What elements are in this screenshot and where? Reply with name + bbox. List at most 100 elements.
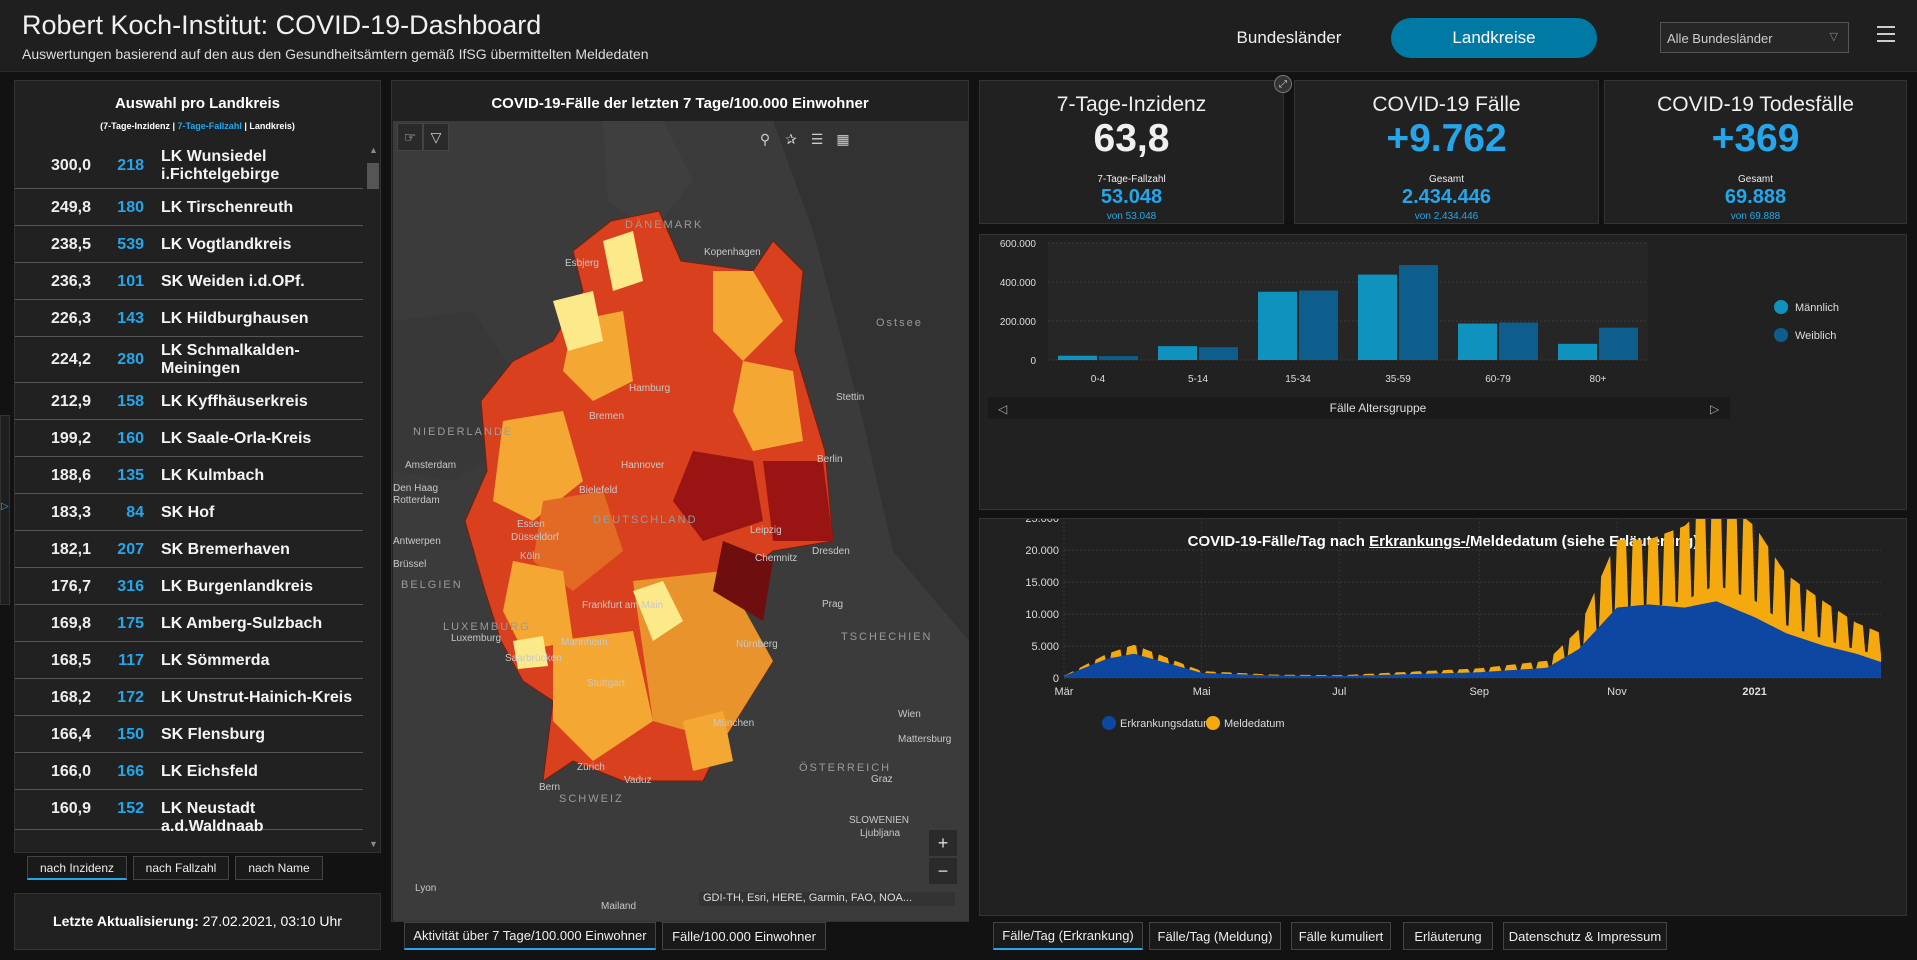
age-bar-weiblich-5-14[interactable] [1199,347,1238,360]
scrollbar-thumb[interactable] [367,163,379,189]
landkreis-list-panel: Auswahl pro Landkreis (7-Tage-Inzidenz |… [14,80,381,853]
expand-icon[interactable]: ⤢ [1274,75,1292,93]
age-plot-area [1048,243,1648,360]
age-bar-weiblich-35-59[interactable] [1399,265,1438,360]
list-scrollbar[interactable]: ▲ ▼ [366,143,380,851]
age-bar-männlich-80+[interactable] [1558,343,1597,360]
map-place-label: Bielefeld [579,485,618,496]
list-item-fallzahl: 166 [117,763,144,780]
list-item[interactable]: 238,5 539 LK Vogtlandkreis [15,226,363,263]
age-bar-männlich-5-14[interactable] [1158,346,1197,360]
map-place-label: Leipzig [750,525,782,536]
age-legend-label[interactable]: Weiblich [1795,330,1836,342]
list-item-fallzahl: 101 [117,273,144,290]
bookmark-icon[interactable]: ✰ [785,130,797,147]
legend-swatch[interactable] [1102,716,1116,730]
basemap-gallery-icon[interactable]: ▦ [836,130,850,147]
sort-tab-inzidenz[interactable]: nach Inzidenz [27,856,127,880]
choropleth-map[interactable]: DÄNEMARK Kopenhagen Esbjerg Ostsee Hamburg St… [393,121,969,921]
app-subtitle: Auswertungen basierend auf den aus den G… [22,46,649,62]
daily-chart-title-link[interactable]: Erkrankungs-/ [1369,533,1470,550]
age-bar-männlich-60-79[interactable] [1458,323,1497,360]
region-select[interactable]: Alle Bundesländer ▽ [1660,22,1849,53]
list-item[interactable]: 182,1 207 SK Bremerhaven [15,531,363,568]
chevron-down-icon[interactable]: ▽ [423,123,449,151]
map-place-label: Mailand [601,901,637,912]
list-item[interactable]: 183,3 84 SK Hof [15,494,363,531]
age-bar-weiblich-0-4[interactable] [1099,356,1138,360]
tab-faelle-meldung[interactable]: Fälle/Tag (Meldung) [1149,922,1281,950]
map-place-label: Bremen [589,411,625,422]
legend-swatch[interactable] [1774,328,1788,342]
scroll-up-icon[interactable]: ▲ [369,145,378,155]
map-place-label: TSCHECHIEN [841,631,933,643]
list-item-name: LK Kyffhäuserkreis [161,393,308,410]
legend-list-icon[interactable]: ☰ [810,130,824,147]
daily-chart-title-part1: COVID-19-Fälle/Tag nach [1187,533,1370,550]
age-chart-scrollbar[interactable] [988,397,1730,419]
region-nrw-west [493,411,583,521]
list-item-name: LK Sömmerda [161,652,270,669]
map-tab-cases-per-100k[interactable]: Fälle/100.000 Einwohner [662,922,826,950]
tab-faelle-kumuliert[interactable]: Fälle kumuliert [1291,922,1391,950]
legend-swatch[interactable] [1206,716,1220,730]
last-update-value: 27.02.2021, 03:10 Uhr [202,913,342,929]
scroll-down-icon[interactable]: ▼ [369,839,378,849]
map-place-label: SLOWENIEN [849,815,910,826]
map-select-tool-icon[interactable]: ☞ [397,123,423,151]
sort-tab-name[interactable]: nach Name [235,856,323,880]
map-place-label: München [713,718,755,729]
search-icon[interactable]: ⚲ [759,130,771,147]
chevron-right-icon[interactable]: ▷ [1710,402,1720,416]
age-bar-männlich-0-4[interactable] [1058,355,1097,360]
list-item-fallzahl: 172 [117,689,144,706]
zoom-out-button[interactable]: − [929,858,957,884]
erkrankungsdatum-area[interactable] [1064,601,1881,678]
list-item-inzidenz: 176,7 [50,578,91,595]
list-item[interactable]: 169,8 175 LK Amberg-Sulzbach [15,605,363,642]
age-bar-weiblich-80+[interactable] [1599,327,1638,360]
list-item[interactable]: 168,5 117 LK Sömmerda [15,642,363,679]
daily-legend-label[interactable]: Erkrankungsdatum [1120,718,1212,730]
age-ytick-label: 0 [1030,356,1036,367]
list-item[interactable]: 166,4 150 SK Flensburg [15,716,363,753]
sort-tab-fallzahl[interactable]: nach Fallzahl [133,856,229,880]
list-item[interactable]: 212,9 158 LK Kyffhäuserkreis [15,383,363,420]
age-legend-label[interactable]: Männlich [1795,302,1839,314]
hamburger-menu-icon[interactable] [1877,26,1895,42]
map-tab-activity[interactable]: Aktivität über 7 Tage/100.000 Einwohner [404,922,656,950]
chevron-left-icon[interactable]: ◁ [997,402,1007,416]
list-item[interactable]: 168,2 172 LK Unstrut-Hainich-Kreis [15,679,363,716]
list-item[interactable]: 176,7 316 LK Burgenlandkreis [15,568,363,605]
list-item[interactable]: 236,3 101 SK Weiden i.d.OPf. [15,263,363,300]
zoom-in-button[interactable]: + [929,830,957,856]
list-item-name: LK Hildburghausen [161,310,309,327]
list-item[interactable]: 226,3 143 LK Hildburghausen [15,300,363,337]
kpi-faelle: COVID-19 Fälle +9.762 Gesamt 2.434.446 v… [1294,80,1599,224]
tab-datenschutz-impressum[interactable]: Datenschutz & Impressum [1503,922,1667,950]
tab-erlaeuterung[interactable]: Erläuterung [1403,922,1493,950]
daily-legend-label[interactable]: Meldedatum [1224,718,1285,730]
kpi-title: 7-Tage-Inzidenz [1056,93,1207,116]
age-bar-weiblich-60-79[interactable] [1499,322,1538,360]
list-item[interactable]: 224,2 280 LK Schmalkalden-Meiningen [15,337,363,383]
list-item[interactable]: 166,0 166 LK Eichsfeld [15,753,363,790]
list-item[interactable]: 300,0 218 LK Wunsiedel i.Fichtelgebirge [15,143,363,189]
tab-faelle-erkrankung[interactable]: Fälle/Tag (Erkrankung) [993,922,1143,950]
list-item[interactable]: 249,8 180 LK Tirschenreuth [15,189,363,226]
age-bar-männlich-35-59[interactable] [1358,274,1397,360]
legend-swatch[interactable] [1774,300,1788,314]
map-place-label: Chemnitz [755,553,798,564]
nav-landkreise-button[interactable]: Landkreise [1391,18,1597,58]
kpi-title: COVID-19 Fälle [1372,93,1521,116]
list-item-inzidenz: 183,3 [50,504,91,521]
age-gender-chart: 600.000 400.000 200.000 0 0-4 5-14 15-34 35-59 6… [988,239,1839,419]
kpi-sub-value: 53.048 [1100,186,1163,208]
list-item[interactable]: 199,2 160 LK Saale-Orla-Kreis [15,420,363,457]
list-item[interactable]: 160,9 152 LK Neustadt a.d.Waldnaab [15,790,363,835]
sidebar-toggle-handle[interactable]: ▷ [0,415,10,605]
list-item[interactable]: 188,6 135 LK Kulmbach [15,457,363,494]
age-bar-männlich-15-34[interactable] [1258,291,1297,360]
age-bar-weiblich-15-34[interactable] [1299,290,1338,360]
nav-bundeslaender-button[interactable]: Bundesländer [1236,28,1342,47]
